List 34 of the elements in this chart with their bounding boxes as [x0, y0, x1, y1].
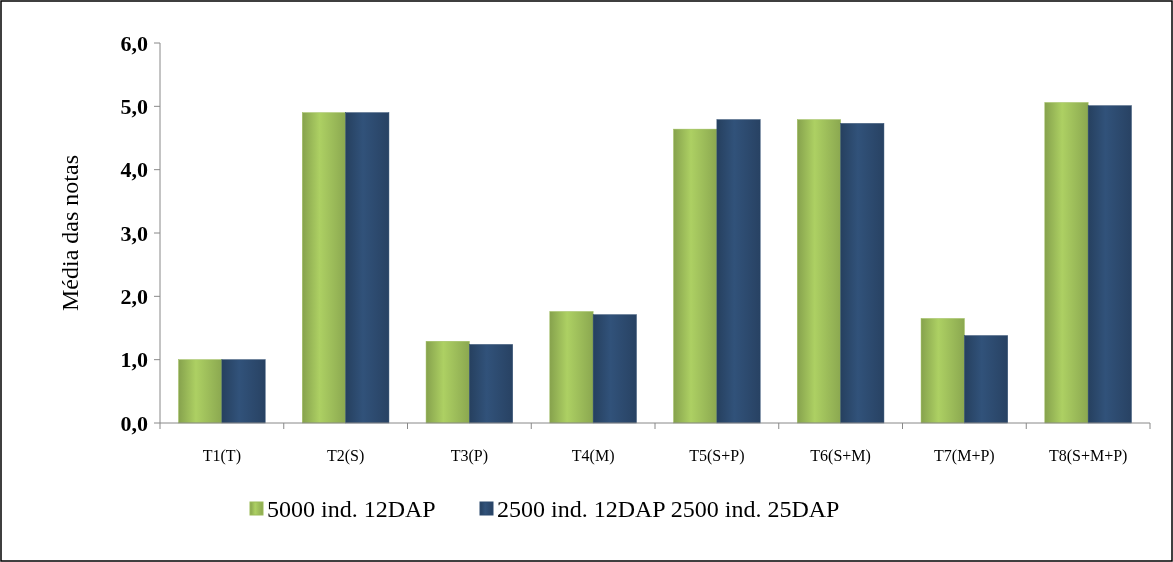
bar [345, 112, 390, 424]
bar [964, 335, 1008, 424]
y-tick-label: 2,0 [120, 284, 148, 310]
y-tick-label: 5,0 [120, 94, 148, 120]
bar [549, 311, 594, 424]
x-tick-label: T8(S+M+P) [1048, 447, 1128, 465]
y-tick-label: 4,0 [120, 157, 148, 183]
bar [797, 119, 841, 424]
x-tick-label: T3(P) [450, 447, 489, 465]
bar [1044, 102, 1089, 424]
x-tick-label: T5(S+P) [689, 447, 745, 465]
bar [840, 123, 885, 424]
bar [469, 344, 513, 424]
bar [425, 341, 470, 424]
bar [302, 112, 346, 424]
bar [178, 359, 223, 424]
bar [592, 314, 637, 424]
bar [673, 128, 718, 424]
y-tick-label: 3,0 [120, 220, 148, 246]
x-tick-label: T4(M) [571, 447, 615, 465]
x-tick-label: T7(M+P) [934, 447, 995, 465]
bar [920, 318, 965, 424]
y-tick-label: 0,0 [120, 410, 148, 436]
legend-label: 5000 ind. 12DAP [267, 496, 436, 523]
y-tick-label: 1,0 [120, 347, 148, 373]
bar [221, 359, 266, 424]
x-tick-label: T2(S) [326, 447, 365, 465]
y-tick-label: 6,0 [120, 30, 148, 56]
x-tick-label: T6(S+M) [810, 447, 871, 465]
bar [716, 119, 761, 424]
y-axis-title: Média das notas [57, 155, 83, 311]
legend-label: 2500 ind. 12DAP 2500 ind. 25DAP [497, 496, 840, 523]
x-tick-label: T1(T) [202, 447, 241, 465]
bar [1087, 105, 1132, 424]
